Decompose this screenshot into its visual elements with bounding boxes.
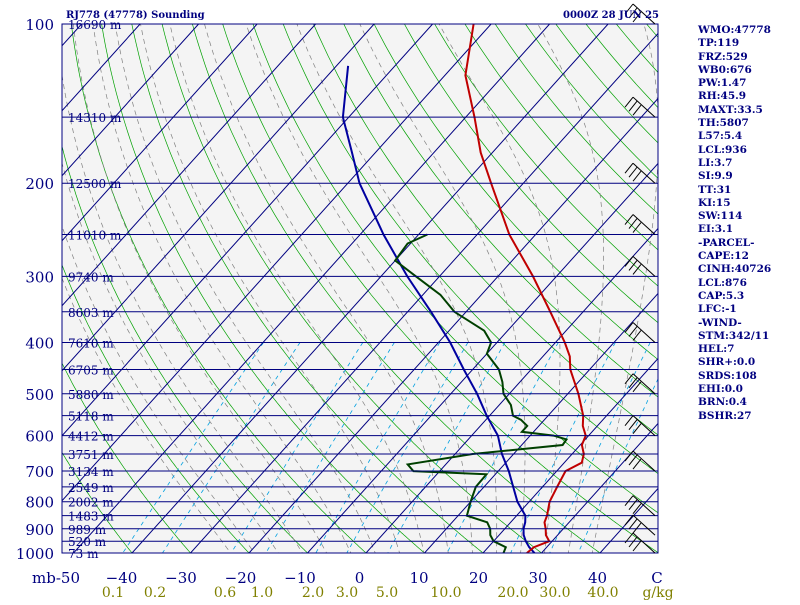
- index-line: LFC:-1: [698, 303, 798, 316]
- index-line: EHI:0.0: [698, 383, 798, 396]
- index-line: WMO:47778: [698, 24, 798, 37]
- index-line: CAP:5.3: [698, 290, 798, 303]
- index-line: TP:119: [698, 37, 798, 50]
- index-line: PW:1.47: [698, 77, 798, 90]
- mixing-ratio-label: 0.2: [144, 585, 166, 600]
- mixing-ratio-label: g/kg: [642, 585, 673, 600]
- pressure-label: 300: [25, 268, 54, 286]
- pressure-label: 200: [25, 175, 54, 193]
- mixing-ratio-label: 5.0: [376, 585, 398, 600]
- height-label: 14310 m: [68, 111, 122, 125]
- height-label: 4412 m: [68, 430, 114, 444]
- pressure-label: 100: [25, 16, 54, 34]
- index-line: BSHR:27: [698, 410, 798, 423]
- temperature-tick-label: 20: [469, 569, 488, 587]
- index-line: LCL:876: [698, 277, 798, 290]
- height-label: 2549 m: [68, 481, 114, 495]
- index-line: SW:114: [698, 210, 798, 223]
- height-label: 9740 m: [68, 270, 114, 284]
- index-line: TT:31: [698, 184, 798, 197]
- mixing-ratio-label: 10.0: [430, 585, 461, 600]
- index-line: SHR+:0.0: [698, 356, 798, 369]
- plot-area: [62, 24, 658, 553]
- index-line: WB0:676: [698, 64, 798, 77]
- pressure-label: 800: [25, 494, 54, 512]
- pressure-label: 600: [25, 428, 54, 446]
- pressure-label: 900: [25, 521, 54, 539]
- sounding-time: 0000Z 28 JUN 25: [563, 10, 659, 21]
- index-line: FRZ:529: [698, 51, 798, 64]
- height-label: 73 m: [68, 547, 99, 561]
- index-line: MAXT:33.5: [698, 104, 798, 117]
- index-line: TH:5807: [698, 117, 798, 130]
- height-label: 7610 m: [68, 336, 114, 350]
- mixing-ratio-label: 30.0: [539, 585, 570, 600]
- pressure-label: 1000: [16, 545, 54, 563]
- pressure-label: 500: [25, 386, 54, 404]
- index-line: SRDS:108: [698, 370, 798, 383]
- height-label: 2002 m: [68, 496, 114, 510]
- index-line: -WIND-: [698, 317, 798, 330]
- height-label: 5880 m: [68, 388, 114, 402]
- isotherm-line: [0, 24, 23, 564]
- mixing-ratio-label: 40.0: [587, 585, 618, 600]
- station-title: RJ778 (47778) Sounding: [66, 10, 205, 21]
- mixing-ratio-label: 2.0: [302, 585, 324, 600]
- mixing-ratio-label: 0.6: [214, 585, 236, 600]
- index-line: HEL:7: [698, 343, 798, 356]
- index-line: LCL:936: [698, 144, 798, 157]
- index-line: STM:342/11: [698, 330, 798, 343]
- index-line: RH:45.9: [698, 90, 798, 103]
- height-label: 1483 m: [68, 510, 114, 524]
- index-line: SI:9.9: [698, 170, 798, 183]
- index-line: EI:3.1: [698, 223, 798, 236]
- index-line: CINH:40726: [698, 263, 798, 276]
- temperature-tick-label: 10: [409, 569, 428, 587]
- index-line: KI:15: [698, 197, 798, 210]
- index-line: L57:5.4: [698, 130, 798, 143]
- mixing-ratio-label: 20.0: [497, 585, 528, 600]
- mixing-ratio-label: 1.0: [251, 585, 273, 600]
- height-label: 6705 m: [68, 364, 114, 378]
- mixing-ratio-label: 3.0: [336, 585, 358, 600]
- temperature-tick-label: −30: [165, 569, 197, 587]
- index-line: CAPE:12: [698, 250, 798, 263]
- temperature-tick-label: mb-50: [32, 569, 80, 587]
- height-label: 11010 m: [68, 229, 122, 243]
- height-label: 3751 m: [68, 448, 114, 462]
- height-label: 12500 m: [68, 177, 122, 191]
- pressure-label: 400: [25, 334, 54, 352]
- pressure-label: 700: [25, 463, 54, 481]
- height-label: 3134 m: [68, 465, 114, 479]
- index-line: -PARCEL-: [698, 237, 798, 250]
- height-label: 5118 m: [68, 410, 114, 424]
- index-line: LI:3.7: [698, 157, 798, 170]
- mixing-ratio-label: 0.1: [102, 585, 124, 600]
- index-line: BRN:0.4: [698, 396, 798, 409]
- height-label: 8603 m: [68, 306, 114, 320]
